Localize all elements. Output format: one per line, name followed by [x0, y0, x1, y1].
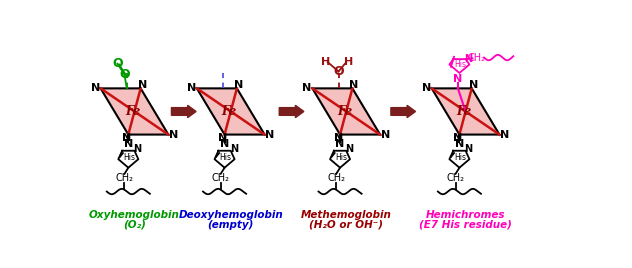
Text: N: N: [234, 80, 243, 90]
Text: H: H: [321, 57, 330, 67]
Text: Fe: Fe: [456, 105, 471, 118]
Text: N: N: [453, 74, 463, 84]
Text: CH₂: CH₂: [116, 173, 133, 184]
Text: N: N: [336, 139, 344, 149]
Text: CH₂: CH₂: [447, 173, 465, 184]
Text: His: His: [219, 153, 231, 162]
Text: N: N: [469, 80, 478, 90]
Text: N: N: [124, 139, 133, 149]
Text: His: His: [454, 60, 466, 69]
Text: His: His: [335, 153, 347, 162]
Text: N: N: [349, 80, 358, 90]
Text: Fe: Fe: [337, 105, 352, 118]
Text: (empty): (empty): [207, 220, 254, 230]
Text: His: His: [123, 153, 135, 162]
Text: Oxyhemoglobin: Oxyhemoglobin: [89, 210, 180, 220]
FancyArrow shape: [279, 105, 304, 118]
Text: N: N: [455, 139, 464, 149]
Text: N: N: [465, 144, 473, 154]
Text: (O₂): (O₂): [123, 220, 146, 230]
Text: H: H: [344, 57, 353, 67]
Text: N: N: [302, 83, 312, 93]
Text: N: N: [465, 54, 473, 64]
Text: N: N: [122, 133, 131, 143]
Text: Fe: Fe: [222, 105, 237, 118]
Text: Hemichromes: Hemichromes: [426, 210, 506, 220]
Text: N: N: [345, 144, 353, 154]
Text: N: N: [422, 83, 431, 93]
Polygon shape: [312, 88, 380, 135]
Text: Fe: Fe: [125, 105, 140, 118]
Text: CH₂: CH₂: [212, 173, 229, 184]
Text: N: N: [90, 83, 100, 93]
Text: Deoxyhemoglobin: Deoxyhemoglobin: [178, 210, 283, 220]
Polygon shape: [197, 88, 265, 135]
Text: N: N: [133, 144, 142, 154]
Text: N: N: [500, 130, 509, 140]
Text: N: N: [169, 130, 178, 140]
Text: N: N: [218, 133, 228, 143]
Text: N: N: [220, 139, 229, 149]
Text: N: N: [265, 130, 275, 140]
Text: (E7 His residue): (E7 His residue): [419, 220, 512, 230]
Text: (H₂O or OH⁻): (H₂O or OH⁻): [309, 220, 383, 230]
Polygon shape: [100, 88, 168, 135]
FancyArrow shape: [171, 105, 196, 118]
Text: Methemoglobin: Methemoglobin: [301, 210, 392, 220]
Text: His: His: [454, 153, 466, 162]
Text: N: N: [381, 130, 390, 140]
Text: O: O: [112, 57, 123, 70]
Text: N: N: [138, 80, 147, 90]
Polygon shape: [432, 88, 499, 135]
Text: O: O: [119, 68, 130, 81]
Text: O: O: [333, 65, 344, 78]
Text: N: N: [187, 83, 196, 93]
Text: CH₂: CH₂: [327, 173, 345, 184]
Text: N: N: [453, 133, 463, 143]
Text: N: N: [334, 133, 343, 143]
Text: CH₂: CH₂: [467, 53, 485, 62]
FancyArrow shape: [391, 105, 415, 118]
Text: N: N: [230, 144, 238, 154]
